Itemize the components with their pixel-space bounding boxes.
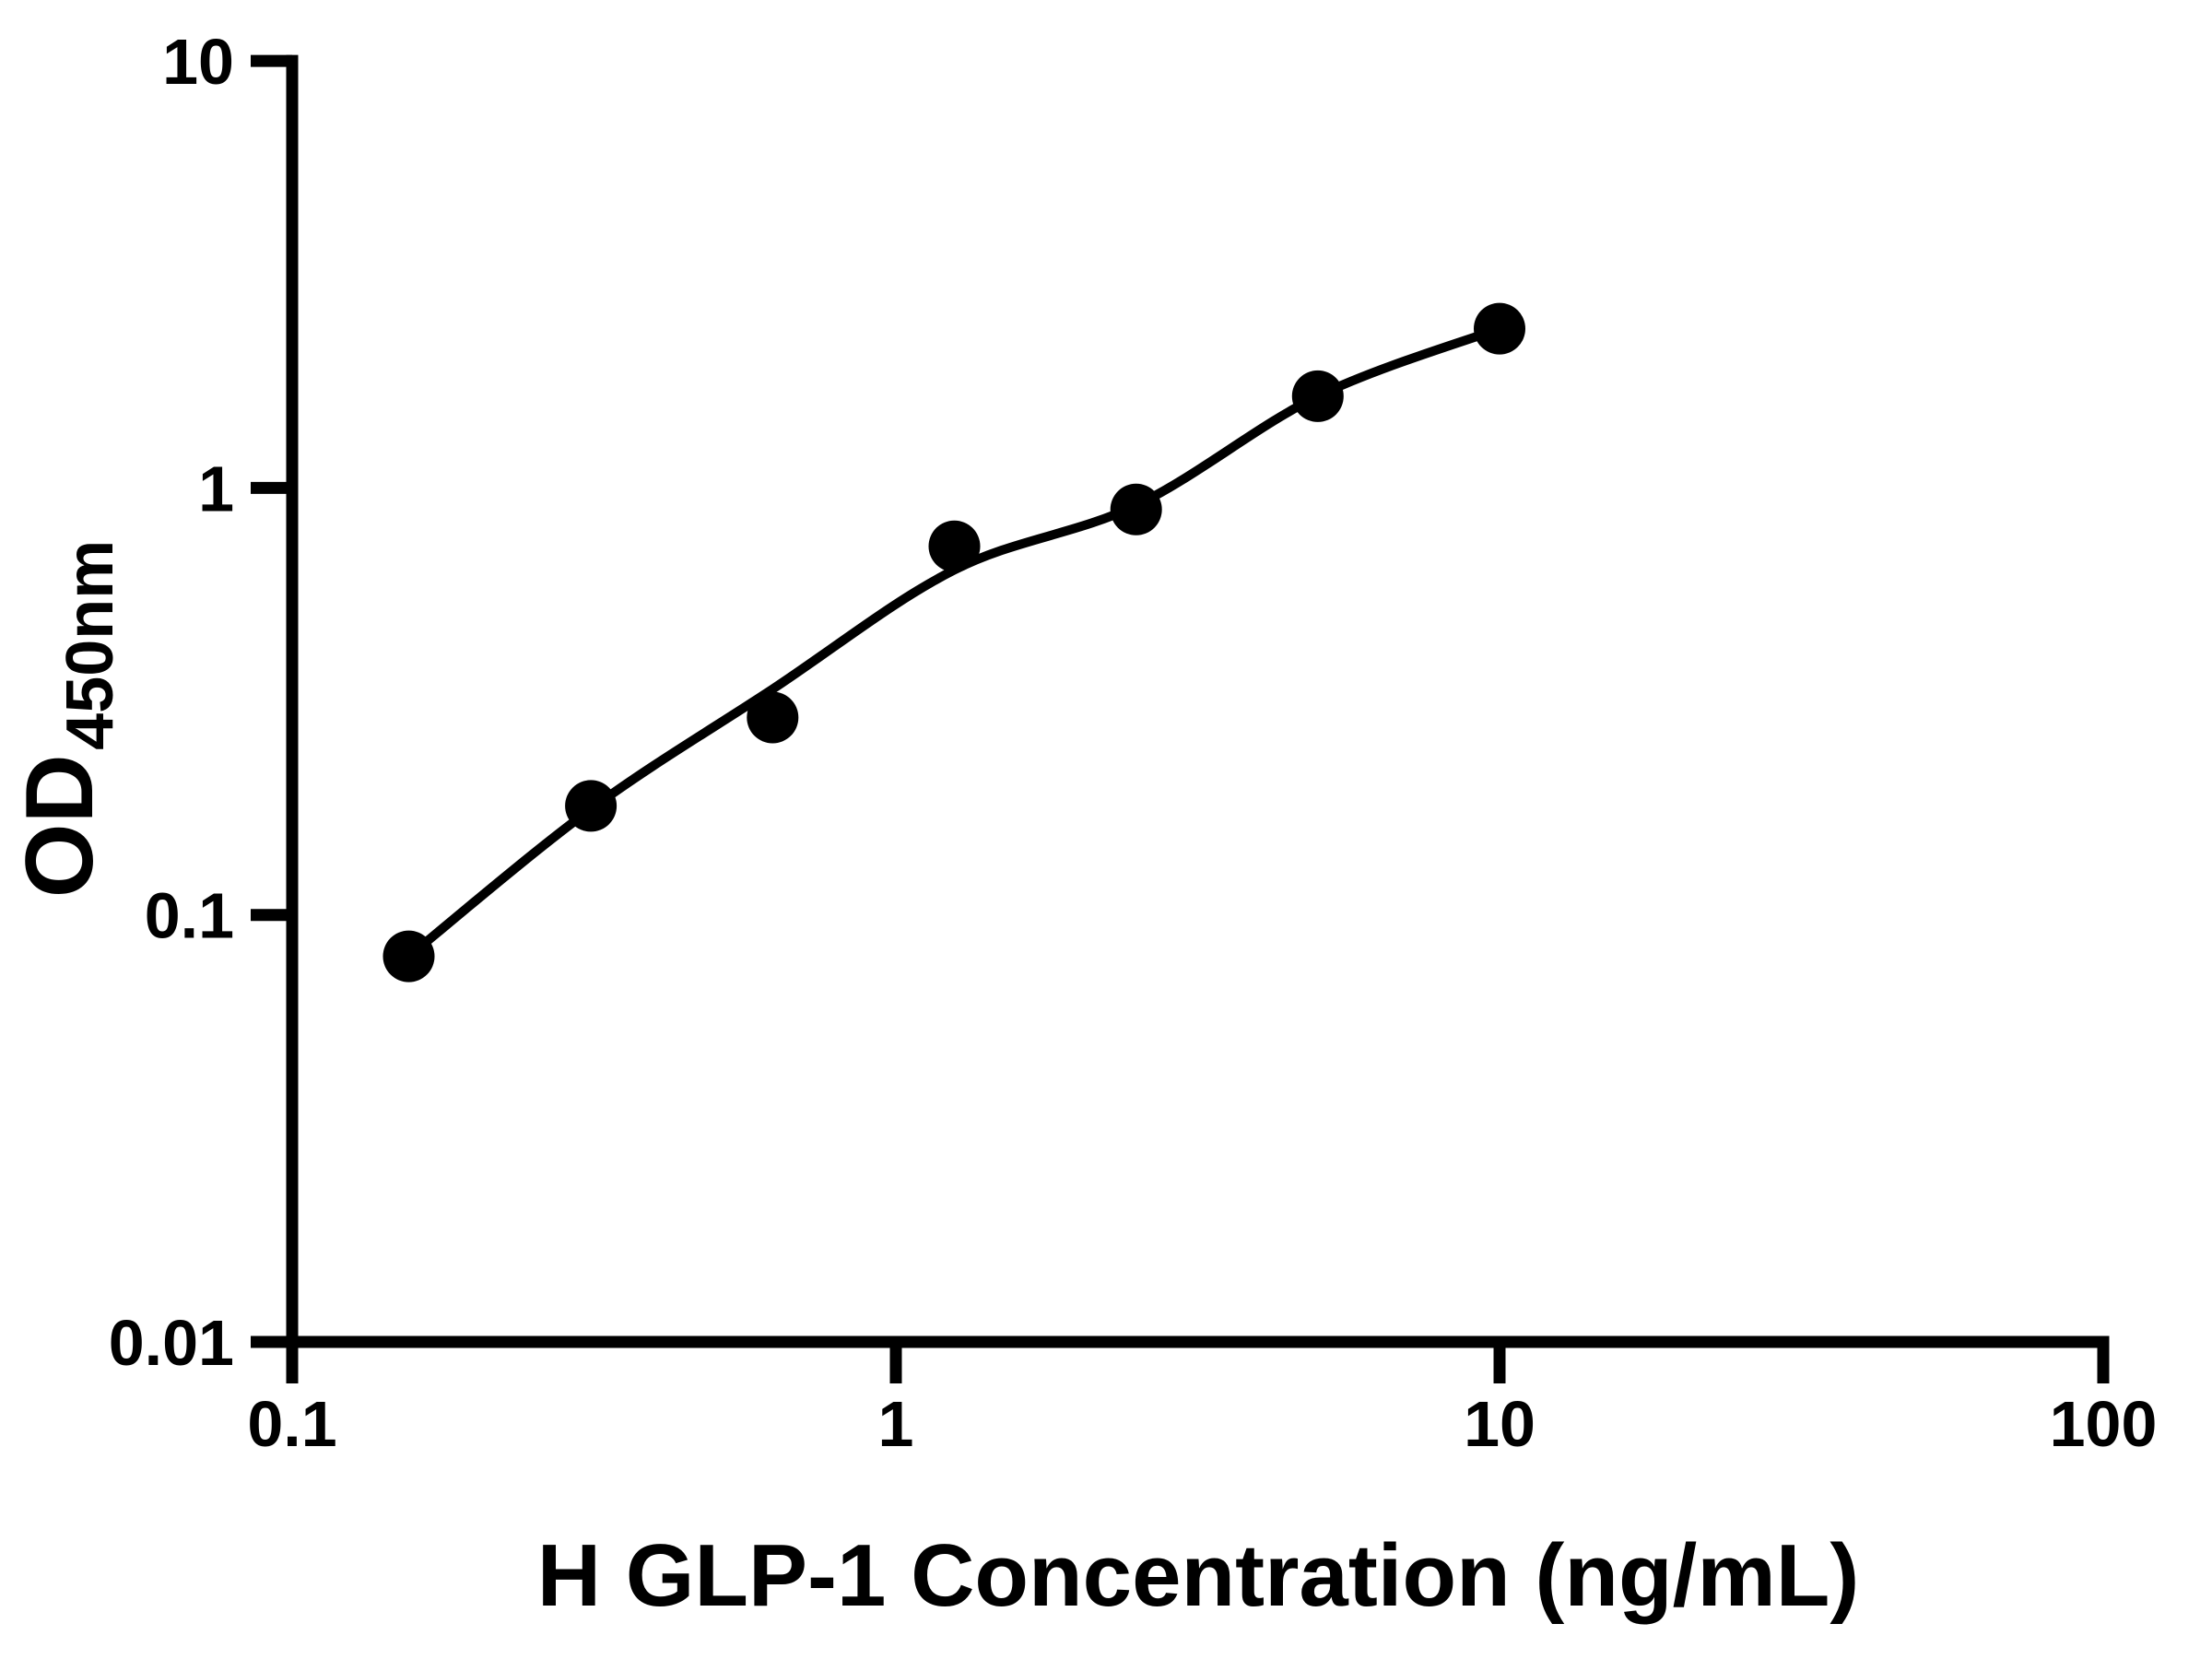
fit-curve-line: [406, 324, 1501, 960]
y-axis-title-subscript: 450nm: [53, 540, 127, 750]
y-tick-label: 0.01: [109, 1307, 234, 1379]
data-points: [382, 302, 1525, 982]
data-point: [747, 691, 799, 744]
data-point: [1474, 302, 1525, 355]
y-axis-title-main: OD: [6, 754, 113, 898]
data-point: [1291, 370, 1344, 422]
y-tick-labels: 0.01 0.1 1 10: [109, 26, 234, 1379]
standard-curve: [406, 324, 1501, 960]
axes: [251, 54, 2110, 1383]
x-tick-label: 100: [2050, 1388, 2158, 1460]
y-tick-label: 0.1: [145, 880, 234, 952]
x-tick-label: 1: [878, 1388, 914, 1460]
data-point: [565, 780, 618, 832]
x-axis-title: H GLP-1 Concentration (ng/mL): [537, 1526, 1860, 1625]
x-tick-labels: 0.1 1 10 100: [247, 1388, 2157, 1460]
data-point: [1110, 483, 1162, 535]
data-point: [928, 520, 981, 572]
x-tick-label: 0.1: [247, 1388, 336, 1460]
y-tick-label: 1: [198, 453, 234, 524]
data-point: [382, 930, 435, 982]
y-axis-title: OD 450nm: [6, 540, 127, 899]
y-tick-label: 10: [162, 26, 234, 98]
x-tick-label: 10: [1464, 1388, 1535, 1460]
